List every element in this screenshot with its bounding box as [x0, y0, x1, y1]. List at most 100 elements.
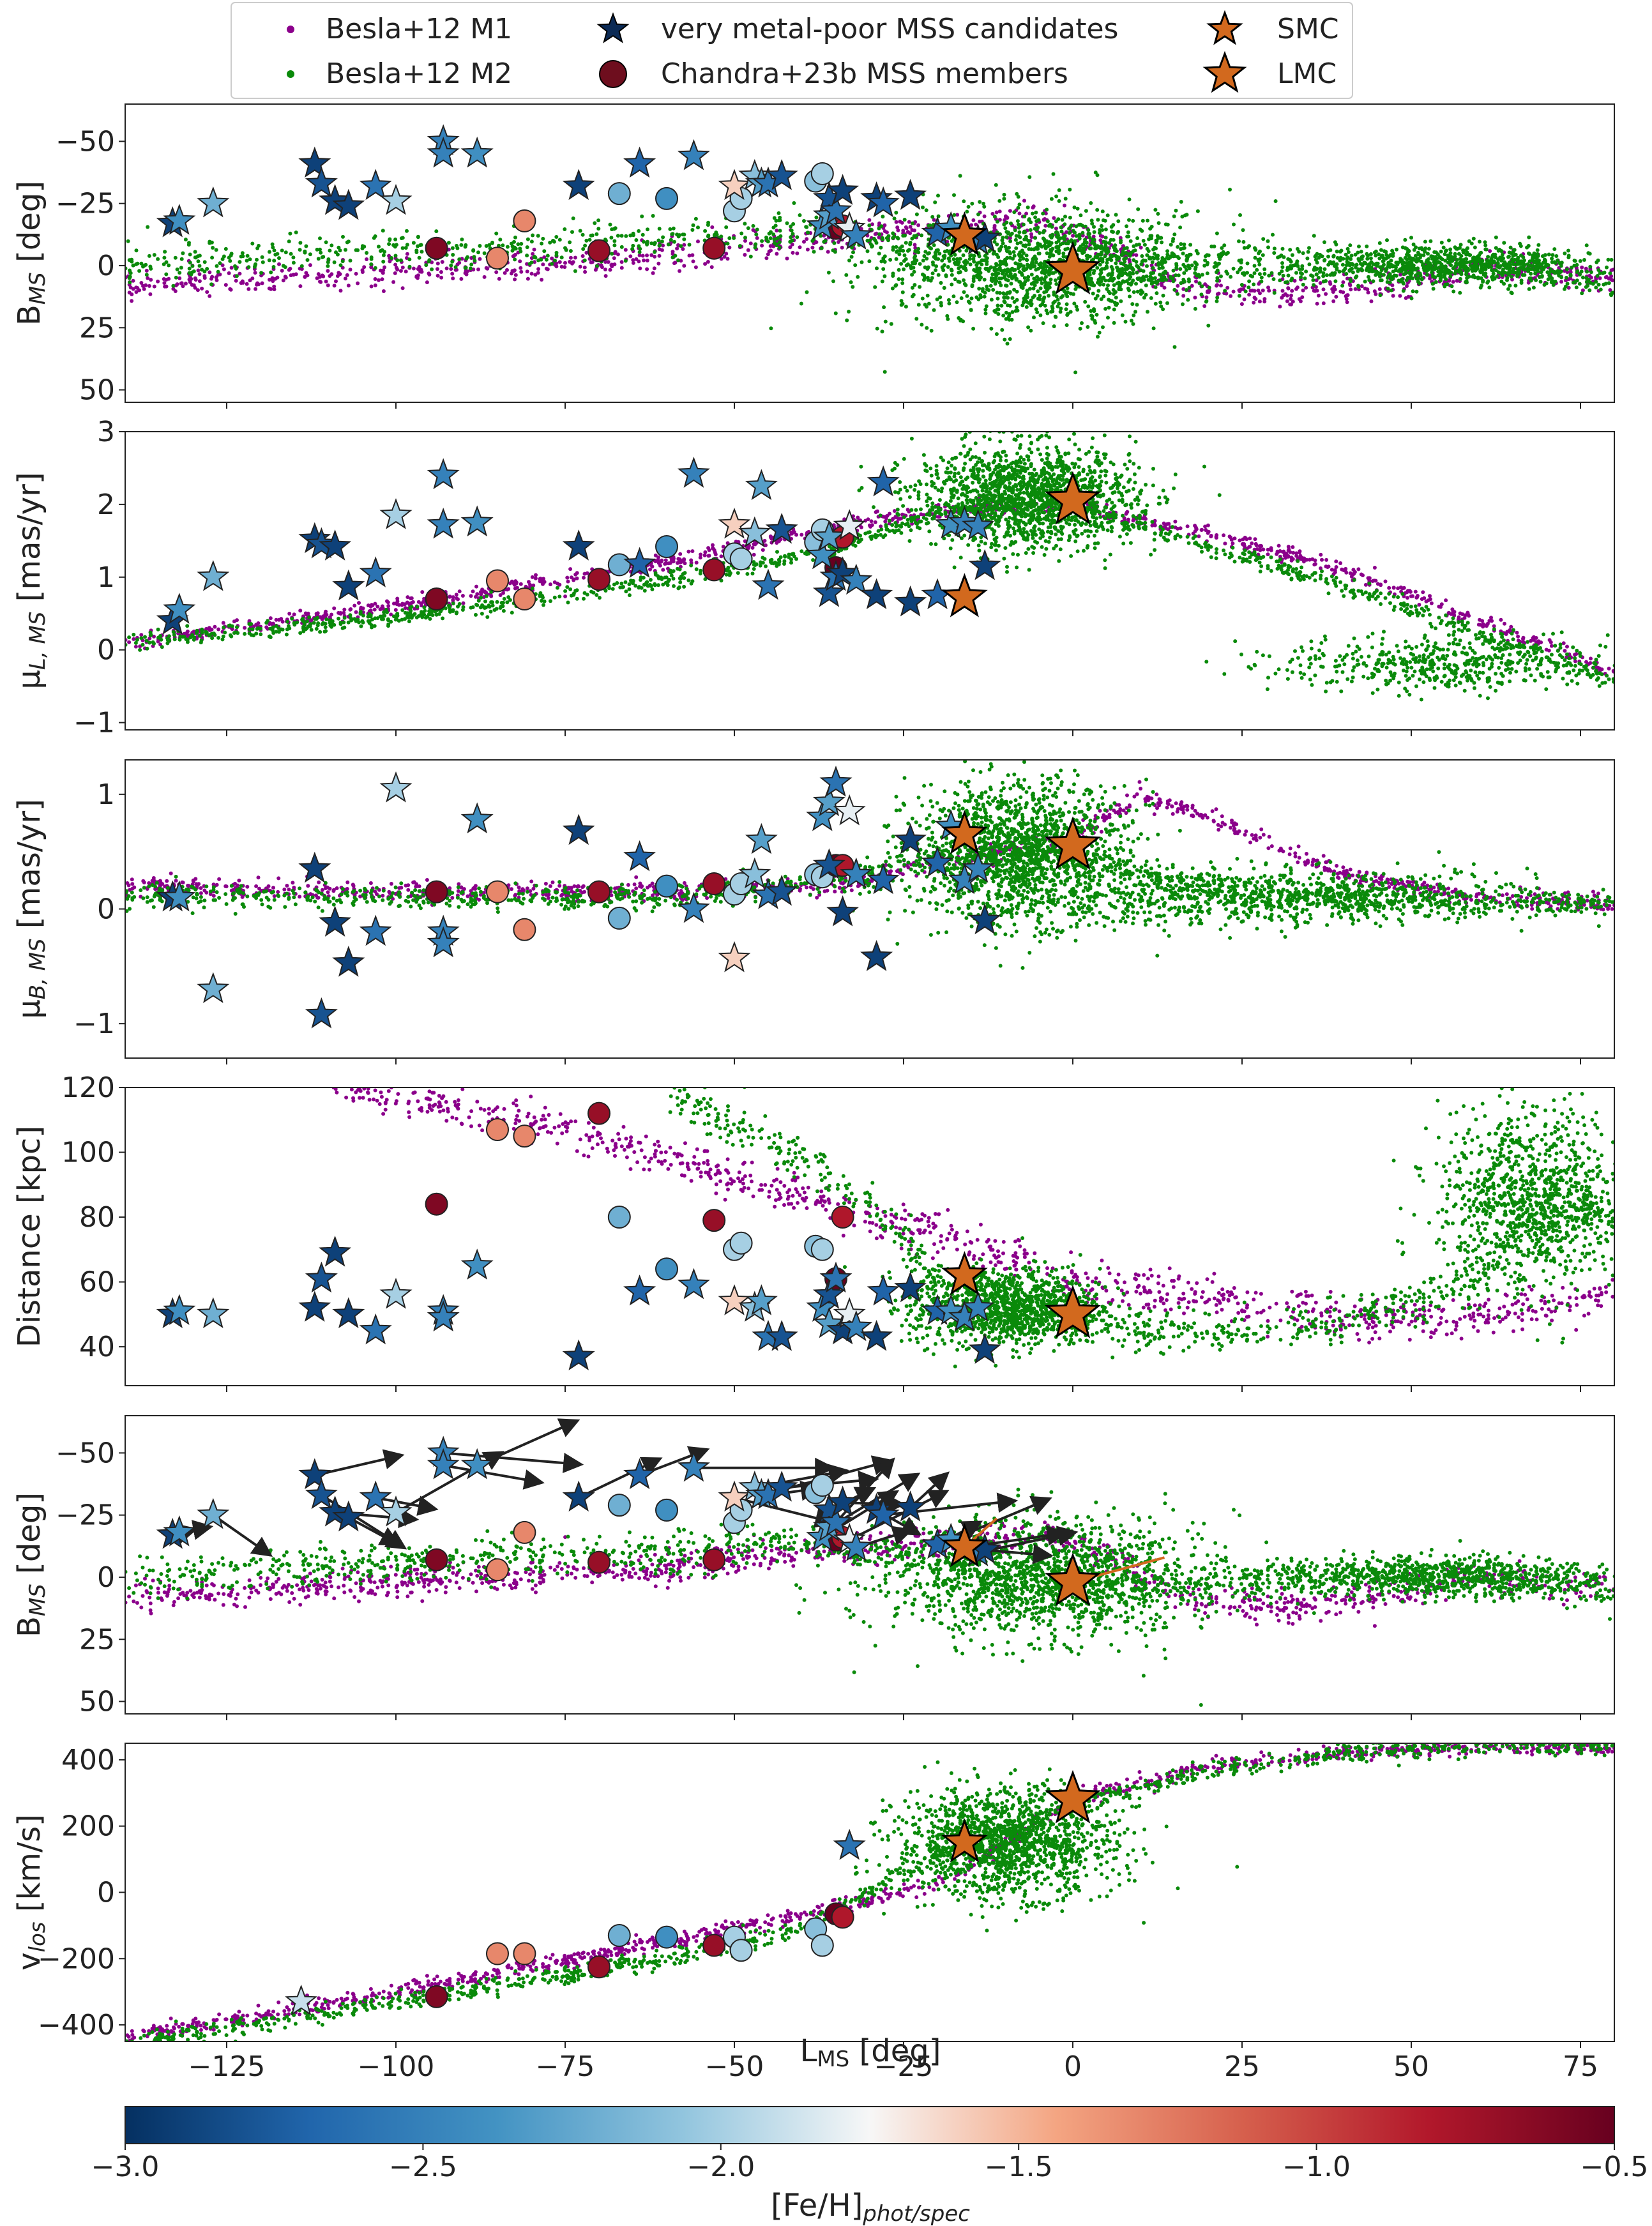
- x-tick-label: −75: [536, 2050, 595, 2083]
- candidate-star: [197, 972, 230, 1003]
- member-point: [587, 568, 610, 591]
- lmc-marker: [1045, 241, 1101, 295]
- candidate-star: [460, 1248, 494, 1280]
- legend: Besla+12 M1 Besla+12 M2 very metal-poor …: [231, 2, 1353, 99]
- candidate-star: [765, 512, 798, 544]
- candidate-star: [163, 204, 196, 235]
- lmc-marker: [1045, 1769, 1101, 1824]
- legend-label: very metal-poor MSS candidates: [661, 13, 1118, 45]
- member-point: [655, 1498, 678, 1522]
- candidate-star: [752, 568, 785, 600]
- y-tick-label: 0: [97, 634, 115, 667]
- member-point: [587, 880, 610, 904]
- candidate-star: [427, 1448, 460, 1480]
- candidate-star: [962, 851, 995, 883]
- candidate-star: [840, 1530, 873, 1562]
- colorbar-tick-label: −2.5: [389, 2151, 457, 2183]
- member-point: [702, 236, 726, 260]
- y-axis-label: BMS [deg]: [11, 181, 50, 326]
- panel-mu_L,MS: −1 0 1 2 3 μL, MS [mas/yr]: [11, 416, 1615, 739]
- legend-label: LMC: [1277, 57, 1337, 90]
- legend-lmc-marker: [1202, 50, 1247, 93]
- model-m2-particles: [668, 1087, 1614, 1368]
- member-point: [425, 1985, 448, 2008]
- candidate-star: [718, 941, 751, 973]
- member-point: [702, 1548, 726, 1571]
- candidate-star: [460, 802, 494, 834]
- magellanic-clouds: [941, 1523, 1101, 1607]
- y-tick-label: 80: [79, 1201, 115, 1234]
- candidate-star: [562, 169, 595, 201]
- panel-B_MS: −50 −25 0 25 50 BMS [deg]: [11, 103, 1615, 409]
- candidate-star: [894, 179, 927, 210]
- candidate-star: [163, 1294, 196, 1326]
- candidate-star: [197, 1497, 230, 1529]
- pm-vector: [476, 1418, 580, 1467]
- candidate-star: [745, 469, 778, 501]
- candidate-star: [562, 1339, 595, 1371]
- member-point: [425, 880, 448, 904]
- pm-vector: [443, 1464, 545, 1490]
- candidate-star: [833, 509, 866, 540]
- candidate-star: [867, 1497, 900, 1529]
- y-tick-label: 100: [61, 1137, 115, 1169]
- y-tick-label: 400: [61, 1744, 115, 1776]
- candidate-star: [359, 1313, 392, 1345]
- candidate-star: [867, 1274, 900, 1306]
- magellanic-clouds: [941, 1769, 1101, 1863]
- candidate-star: [379, 183, 413, 215]
- candidate-star: [765, 159, 798, 190]
- candidate-star: [427, 1300, 460, 1332]
- member-point: [513, 209, 536, 232]
- member-point: [702, 558, 726, 582]
- panels: −50 −25 0 25 50 BMS [deg] −1 0 1 2 3 μL, MS [mas/yr…: [11, 103, 1615, 2083]
- x-tick-label: 50: [1393, 2050, 1429, 2083]
- pm-vector: [835, 1457, 895, 1524]
- candidate-star: [305, 1478, 338, 1510]
- y-axis-ticks: −400 −200 0 200 400 −125 −100 −75 −50 −25 0 25 50 75: [38, 1744, 1598, 2083]
- member-point: [702, 872, 726, 895]
- member-point: [486, 1558, 509, 1582]
- member-point: [486, 1942, 509, 1965]
- member-point: [729, 1939, 753, 1962]
- candidate-star: [738, 516, 771, 548]
- y-axis-ticks: 40 60 80 100 120: [61, 1071, 1581, 1392]
- member-point: [425, 587, 448, 610]
- member-point: [587, 239, 610, 262]
- mss-candidates: [285, 1829, 866, 2016]
- y-tick-label: 0: [97, 1877, 115, 1909]
- member-point: [425, 1192, 448, 1216]
- member-point: [513, 587, 536, 610]
- y-tick-label: 0: [97, 250, 115, 282]
- y-tick-label: 200: [61, 1810, 115, 1843]
- y-axis-label: μL, MS [mas/yr]: [11, 472, 50, 689]
- legend-entry-besla-m2: Besla+12 M2: [287, 57, 512, 90]
- legend-label: Besla+12 M1: [326, 13, 512, 45]
- member-point: [425, 1548, 448, 1571]
- candidate-star: [718, 507, 751, 539]
- member-point: [486, 880, 509, 904]
- member-point: [486, 1118, 509, 1141]
- panel-v_los: −400 −200 0 200 400 −125 −100 −75 −50 −25 0 25 50 75 v…: [11, 1743, 1615, 2083]
- x-tick-label: 25: [1224, 2050, 1260, 2083]
- y-tick-label: 60: [79, 1266, 115, 1299]
- y-tick-label: 3: [97, 416, 115, 448]
- colorbar-label: [Fe/H]phot/spec: [771, 2188, 970, 2226]
- y-tick-label: 50: [79, 374, 115, 407]
- x-tick-label: 0: [1064, 2050, 1082, 2083]
- candidate-star: [197, 186, 230, 218]
- candidate-star: [745, 1284, 778, 1315]
- candidate-star: [765, 1471, 798, 1502]
- y-axis-ticks: −50 −25 0 25 50: [56, 1437, 1581, 1720]
- x-tick-label: −125: [188, 2050, 266, 2083]
- member-point: [607, 553, 631, 577]
- candidate-star: [623, 1458, 656, 1490]
- candidate-star: [163, 880, 196, 912]
- candidate-star: [285, 1984, 318, 2016]
- colorbar: −3.0 −2.5 −2.0 −1.5 −1.0 −0.5 [Fe/H]phot/spec: [91, 2106, 1648, 2226]
- candidate-star: [860, 1320, 893, 1351]
- candidate-star: [305, 997, 338, 1029]
- panel-frame: [125, 1087, 1615, 1386]
- colorbar-gradient: [125, 2106, 1615, 2144]
- candidate-star: [623, 840, 656, 872]
